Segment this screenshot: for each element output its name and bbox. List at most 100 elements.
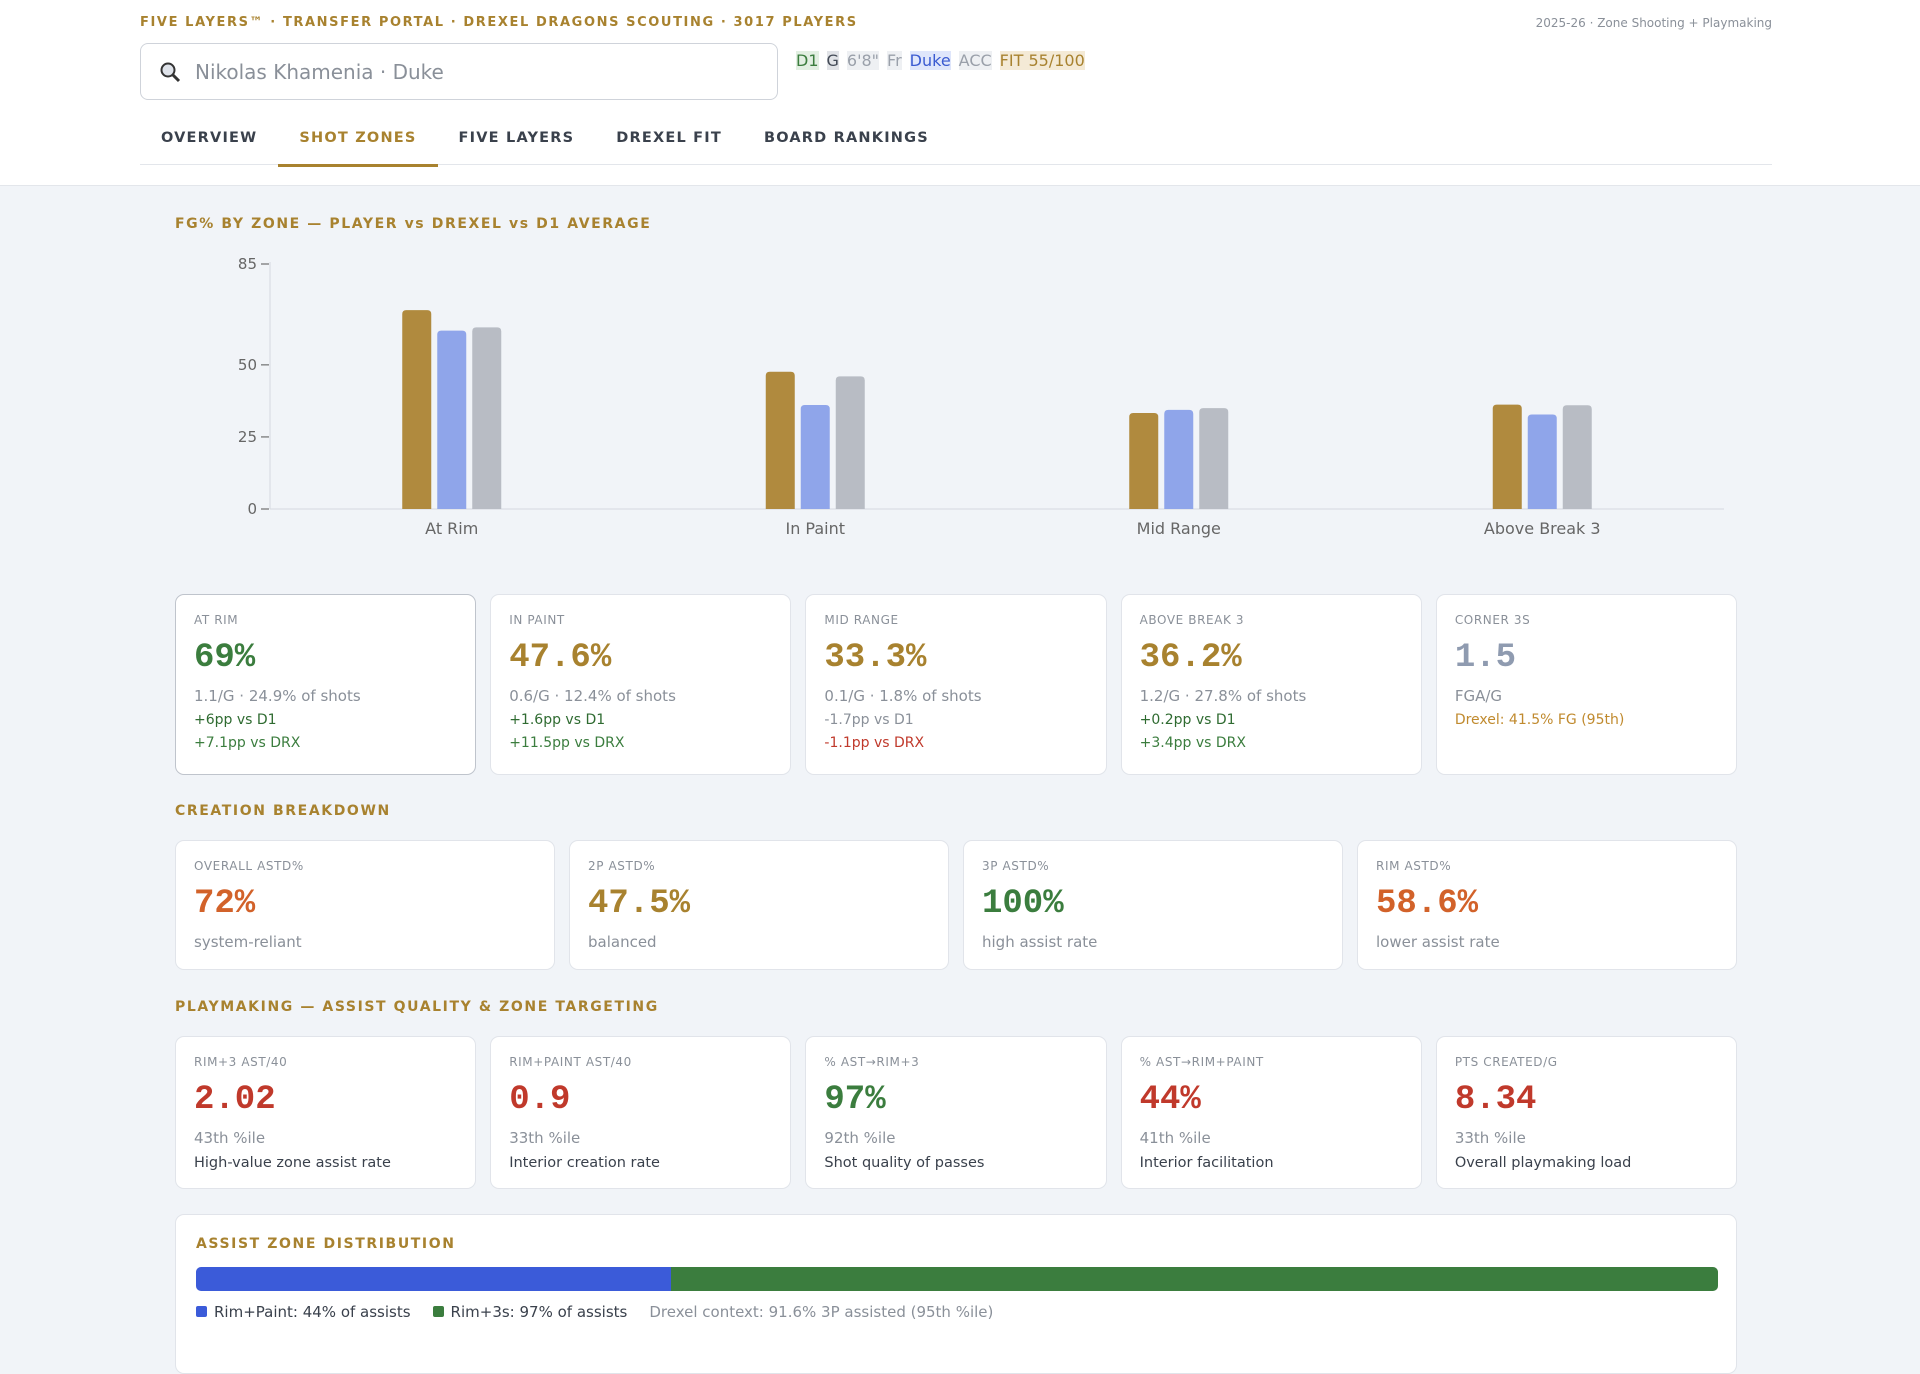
card-note: Shot quality of passes — [824, 1155, 985, 1171]
card-label: PTS CREATED/G — [1454, 1055, 1558, 1069]
card-value: 8.34 — [1454, 1081, 1537, 1119]
search-box[interactable]: Nikolas Khamenia · Duke — [140, 43, 778, 100]
header: FIVE LAYERS™ · TRANSFER PORTAL · DREXEL … — [0, 0, 1920, 186]
card-label: ABOVE BREAK 3 — [1139, 613, 1245, 627]
x-tick-label: At Rim — [425, 519, 478, 538]
chip: ACC — [958, 51, 992, 70]
card-label: IN PAINT — [509, 613, 565, 627]
tab[interactable]: DREXEL FIT — [616, 130, 722, 146]
card-sub: 92th %ile — [824, 1129, 896, 1147]
card-sub: lower assist rate — [1376, 933, 1500, 951]
chip: D1 — [796, 51, 819, 70]
card-label: RIM ASTD% — [1376, 859, 1452, 873]
legend-item: Rim+3s: 97% of assists — [432, 1303, 628, 1321]
card-delta: -1.7pp vs D1 — [824, 712, 914, 728]
stat-card: RIM+PAINT AST/40 0.9 33th %ile Interior cre… — [490, 1036, 792, 1189]
card-delta: +11.5pp vs DRX — [509, 735, 625, 751]
legend-swatch — [196, 1306, 207, 1317]
card-value: 44% — [1139, 1081, 1201, 1119]
card-sub: 1.2/G · 27.8% of shots — [1139, 687, 1307, 705]
bar — [800, 404, 830, 509]
card-value: 97% — [824, 1081, 886, 1119]
card-delta: Drexel: 41.5% FG (95th) — [1454, 712, 1625, 728]
tab[interactable]: SHOT ZONES — [278, 126, 438, 167]
bar-segment — [670, 1267, 1718, 1291]
card-note: Interior facilitation — [1139, 1155, 1274, 1171]
card-sub: 33th %ile — [1454, 1129, 1526, 1147]
chart: 0 25 50 85 At Rim In Paint Mid Range Above Brea… — [238, 255, 1724, 538]
card-delta: +3.4pp vs DRX — [1139, 735, 1246, 751]
bar — [1199, 408, 1229, 509]
y-tick-label: 25 — [238, 428, 257, 446]
stat-card: 2P ASTD% 47.5% balanced — [569, 840, 949, 970]
card-sub: 41th %ile — [1139, 1129, 1211, 1147]
card-value: 2.02 — [194, 1081, 276, 1119]
stat-card: RIM+3 AST/40 2.02 43th %ile High-value zone… — [175, 1036, 477, 1189]
card-delta: -1.1pp vs DRX — [824, 735, 925, 751]
bar — [1527, 414, 1557, 509]
card-sub: 1.1/G · 24.9% of shots — [194, 687, 361, 705]
card-value: 47.6% — [509, 639, 612, 677]
context: 2025-26 · Zone Shooting + Playmaking — [1535, 16, 1772, 30]
chip: 6'8" — [846, 51, 880, 70]
card-label: OVERALL ASTD% — [194, 859, 304, 873]
card-value: 100% — [982, 885, 1064, 923]
legend: Rim+Paint: 44% of assists Rim+3s: 97% of … — [196, 1303, 993, 1321]
card-label: MID RANGE — [824, 613, 899, 627]
card-value: 69% — [194, 639, 256, 677]
bar — [1492, 404, 1522, 509]
bar — [765, 371, 795, 509]
section-title: ASSIST ZONE DISTRIBUTION — [196, 1236, 456, 1252]
card-value: 0.9 — [509, 1081, 571, 1119]
chips: D1 G 6'8" Fr Duke ACC FIT 55/100 — [796, 51, 1085, 70]
chip: Fr — [887, 51, 902, 70]
bar — [402, 310, 432, 509]
y-tick-label: 85 — [238, 255, 257, 273]
search-icon — [160, 62, 181, 83]
tab[interactable]: OVERVIEW — [161, 130, 258, 146]
bar-segment — [196, 1267, 671, 1291]
tab[interactable]: BOARD RANKINGS — [763, 130, 929, 146]
card-sub: 0.1/G · 1.8% of shots — [824, 687, 982, 705]
card-sub: system-reliant — [194, 933, 302, 951]
tab[interactable]: FIVE LAYERS — [458, 130, 575, 146]
zone-cards: AT RIM 69% 1.1/G · 24.9% of shots +6pp vs D… — [175, 594, 1738, 775]
context-note: Drexel context: 91.6% 3P assisted (95th … — [649, 1303, 994, 1321]
card-sub: balanced — [588, 933, 657, 951]
card-value: 72% — [194, 885, 256, 923]
card-sub: high assist rate — [982, 933, 1098, 951]
chart-title: FG% BY ZONE — PLAYER vs DREXEL vs D1 AVE… — [175, 216, 652, 232]
stat-card: MID RANGE 33.3% 0.1/G · 1.8% of shots -1.7p… — [805, 594, 1107, 775]
card-sub: FGA/G — [1454, 687, 1503, 705]
bar — [1129, 413, 1159, 509]
legend-label: Rim+3s: 97% of assists — [450, 1303, 628, 1321]
card-label: AT RIM — [194, 613, 239, 627]
stat-card: RIM ASTD% 58.6% lower assist rate — [1357, 840, 1737, 970]
card-delta: +6pp vs D1 — [194, 712, 277, 728]
x-tick-label: In Paint — [785, 519, 845, 538]
bar — [472, 327, 502, 509]
card-sub: 43th %ile — [194, 1129, 266, 1147]
card-note: High-value zone assist rate — [194, 1155, 391, 1171]
legend-item: Rim+Paint: 44% of assists — [196, 1303, 411, 1321]
legend-label: Rim+Paint: 44% of assists — [214, 1303, 411, 1321]
card-value: 36.2% — [1139, 639, 1242, 677]
card-delta: +7.1pp vs DRX — [194, 735, 301, 751]
card-label: RIM+PAINT AST/40 — [509, 1055, 632, 1069]
playmaking-cards: RIM+3 AST/40 2.02 43th %ile High-value zone… — [175, 1036, 1738, 1189]
stat-card: 3P ASTD% 100% high assist rate — [963, 840, 1343, 970]
stat-card: AT RIM 69% 1.1/G · 24.9% of shots +6pp vs D… — [175, 594, 477, 775]
bar — [835, 376, 865, 509]
card-note: Interior creation rate — [509, 1155, 660, 1171]
card-delta: +1.6pp vs D1 — [509, 712, 606, 728]
bar — [1164, 409, 1194, 509]
section-title: CREATION BREAKDOWN — [175, 803, 391, 819]
card-note: Overall playmaking load — [1454, 1155, 1632, 1171]
stat-card: IN PAINT 47.6% 0.6/G · 12.4% of shots +1.6p… — [490, 594, 792, 775]
card-value: 47.5% — [588, 885, 691, 923]
y-tick-label: 50 — [238, 356, 257, 374]
card-delta: +0.2pp vs D1 — [1139, 712, 1236, 728]
card-label: % AST→RIM+3 — [824, 1055, 920, 1069]
section-title: PLAYMAKING — ASSIST QUALITY & ZONE TARGE… — [175, 999, 659, 1015]
